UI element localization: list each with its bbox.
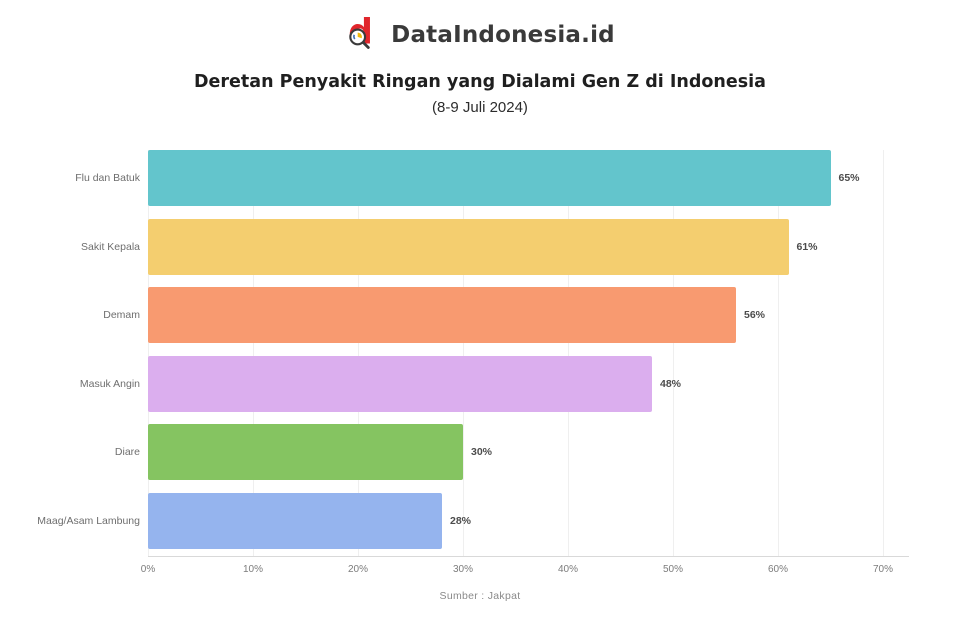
bar-flu-dan-batuk <box>148 150 831 206</box>
value-label: 56% <box>744 309 766 322</box>
chart-title: Deretan Penyakit Ringan yang Dialami Gen… <box>194 72 766 92</box>
category-label: Masuk Angin <box>79 377 140 390</box>
x-axis-tick-label: 70% <box>872 564 893 575</box>
x-axis-tick-label: 30% <box>452 564 473 575</box>
x-axis-tick-label: 10% <box>242 564 263 575</box>
x-gridline <box>778 150 779 556</box>
x-axis-line <box>148 556 909 557</box>
brand-name: DataIndonesia.id <box>391 21 615 48</box>
category-label: Flu dan Batuk <box>75 172 140 184</box>
bar-diare <box>148 424 463 481</box>
x-axis-tick-label: 0% <box>140 564 156 575</box>
value-label: 28% <box>450 515 472 527</box>
dataindonesia-logo-icon: d <box>345 12 381 55</box>
value-label: 48% <box>660 377 682 390</box>
chart-subtitle: (8-9 Juli 2024) <box>432 99 528 116</box>
x-gridline <box>253 150 254 556</box>
category-label: Sakit Kepala <box>81 240 140 253</box>
brand-header: d DataIndonesia.id <box>0 12 960 55</box>
value-label: 65% <box>838 172 860 184</box>
category-label: Demam <box>103 309 140 322</box>
x-gridline <box>463 150 464 556</box>
x-gridline <box>148 150 149 556</box>
bar-masuk-angin <box>148 355 652 412</box>
x-axis-tick-label: 60% <box>767 564 788 575</box>
bar-maag-asam-lambung <box>148 493 442 549</box>
horizontal-bar-chart: 0% 10% 20% 30% 40% 50% 60% 70% Flu dan Batuk 65% S… <box>0 150 960 590</box>
bar-sakit-kepala <box>148 218 789 275</box>
x-axis-tick-label: 20% <box>347 564 368 575</box>
x-gridline <box>358 150 359 556</box>
x-gridline <box>883 150 884 556</box>
source-note: Sumber : Jakpat <box>439 590 521 602</box>
category-label: Maag/Asam Lambung <box>37 515 140 527</box>
value-label: 61% <box>796 240 818 253</box>
value-label: 30% <box>471 446 493 459</box>
x-axis-tick-label: 50% <box>662 564 683 575</box>
bar-demam <box>148 287 736 344</box>
category-label: Diare <box>114 446 140 459</box>
x-gridline <box>673 150 674 556</box>
x-gridline <box>568 150 569 556</box>
x-axis-tick-label: 40% <box>557 564 578 575</box>
